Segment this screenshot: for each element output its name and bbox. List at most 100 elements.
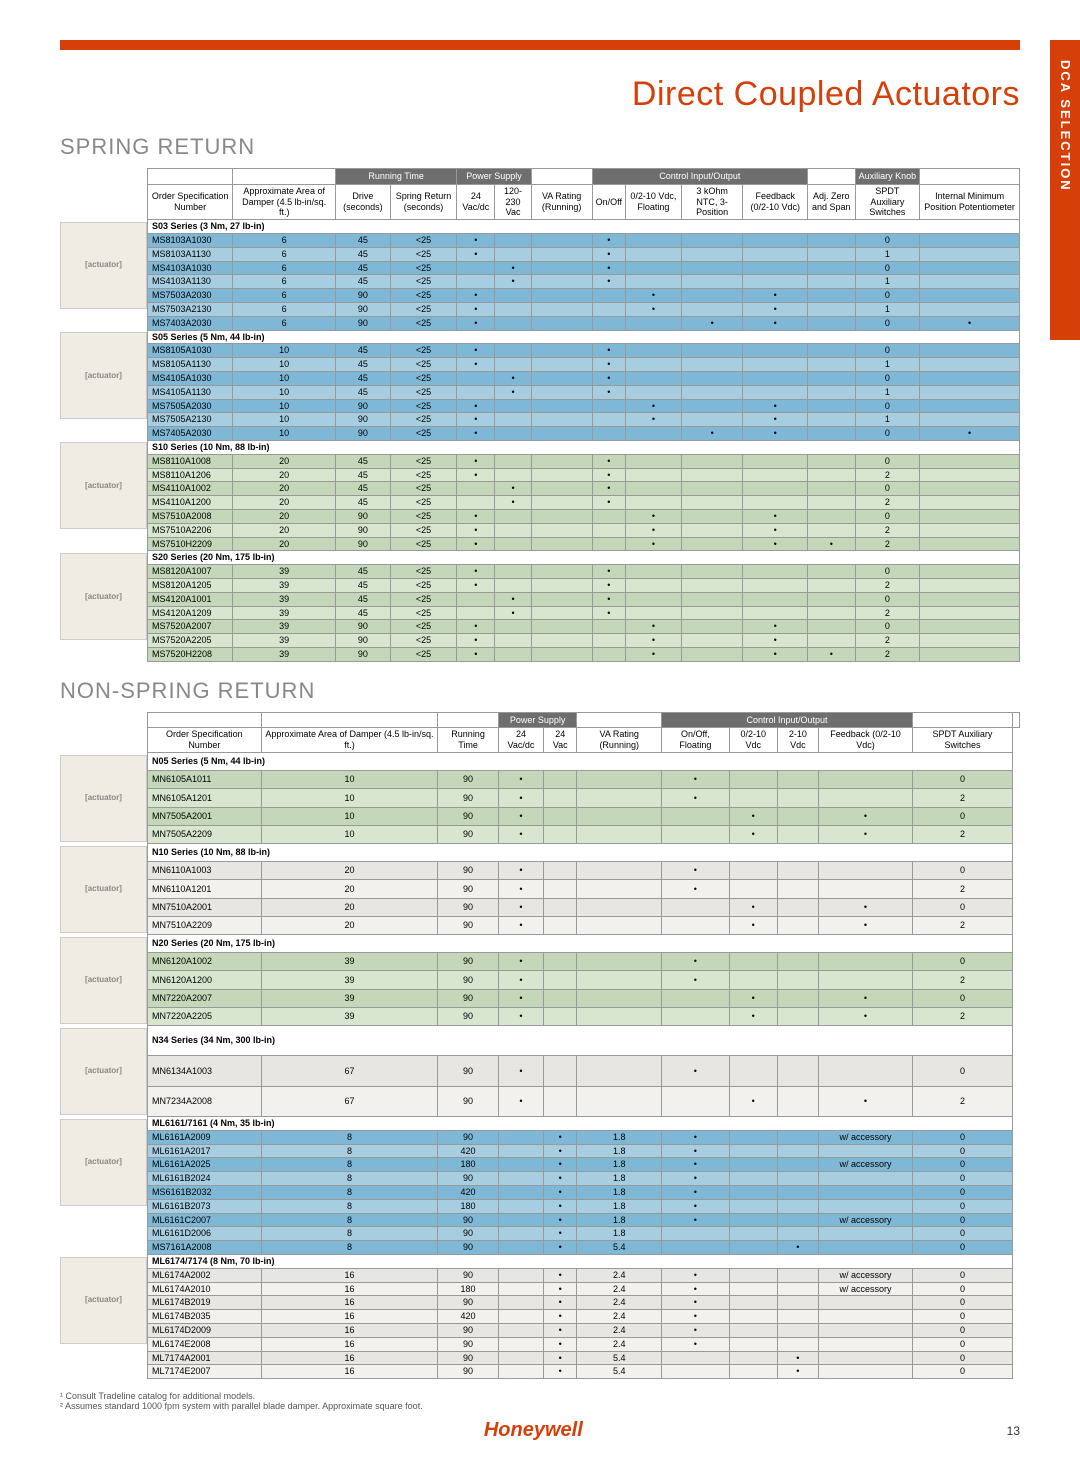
table-cell: MN6110A1003 xyxy=(148,862,262,880)
table-cell: MS4103A1030 xyxy=(148,261,233,275)
table-cell xyxy=(531,537,592,551)
table-cell xyxy=(743,233,808,247)
series-label: N05 Series (5 Nm, 44 lb-in) xyxy=(148,753,1013,771)
table-row: MS8110A12062045<25••2 xyxy=(60,468,1020,482)
table-row: ML6161D2006890•1.80 xyxy=(60,1227,1020,1241)
table-cell: 39 xyxy=(233,634,336,648)
table-cell: MN7510A2001 xyxy=(148,898,262,916)
table-cell: • xyxy=(457,647,495,661)
table-cell xyxy=(662,1086,730,1116)
table-cell xyxy=(818,1337,912,1351)
table-cell xyxy=(777,1213,818,1227)
table-cell xyxy=(531,523,592,537)
table-cell: • xyxy=(457,316,495,330)
table-cell xyxy=(808,634,856,648)
table-cell: • xyxy=(626,523,682,537)
table-cell: • xyxy=(729,989,777,1007)
table-cell: 8 xyxy=(261,1227,438,1241)
table-cell: 420 xyxy=(438,1310,499,1324)
table-row: MN6110A12012090••2 xyxy=(60,880,1020,898)
table-cell: 16 xyxy=(261,1310,438,1324)
table-cell: 90 xyxy=(336,537,391,551)
column-header: Adj. Zero and Span xyxy=(808,184,856,219)
table-cell: 0 xyxy=(913,953,1013,971)
table-cell xyxy=(457,482,495,496)
table-cell: 8 xyxy=(261,1158,438,1172)
table-cell: 39 xyxy=(261,953,438,971)
table-cell: ML6174E2008 xyxy=(148,1337,262,1351)
table-cell xyxy=(531,620,592,634)
column-header: Feedback (0/2-10 Vdc) xyxy=(743,184,808,219)
table-row: MN6105A10111090••0 xyxy=(60,771,1020,789)
table-cell xyxy=(729,1296,777,1310)
table-cell: 10 xyxy=(261,807,438,825)
table-cell: MS8103A1030 xyxy=(148,233,233,247)
column-header: On/Off xyxy=(592,184,625,219)
column-header: 120-230 Vac xyxy=(495,184,531,219)
table-cell xyxy=(743,565,808,579)
table-row: MS7520H22083990<25••••2 xyxy=(60,647,1020,661)
table-cell: • xyxy=(592,233,625,247)
table-cell: • xyxy=(729,1007,777,1025)
table-cell xyxy=(498,1172,543,1186)
table-cell: • xyxy=(808,537,856,551)
table-cell xyxy=(626,233,682,247)
table-cell: 1.8 xyxy=(577,1186,662,1200)
table-cell xyxy=(577,789,662,807)
column-group-header xyxy=(913,712,1013,728)
table-cell: 90 xyxy=(336,316,391,330)
table-cell: 1 xyxy=(855,247,920,261)
table-row: ML6161B2024890•1.8•0 xyxy=(60,1172,1020,1186)
table-cell xyxy=(495,316,531,330)
table-cell xyxy=(920,509,1020,523)
table-cell: • xyxy=(544,1241,577,1255)
table-cell xyxy=(457,606,495,620)
table-cell: 6 xyxy=(233,302,336,316)
table-cell: • xyxy=(457,634,495,648)
table-cell: 0 xyxy=(855,592,920,606)
table-cell: • xyxy=(457,620,495,634)
table-cell: • xyxy=(818,898,912,916)
table-cell xyxy=(531,509,592,523)
column-header: Running Time xyxy=(438,728,499,753)
table-cell: 45 xyxy=(336,385,391,399)
table-cell: 16 xyxy=(261,1282,438,1296)
table-cell xyxy=(777,1158,818,1172)
table-cell xyxy=(681,509,743,523)
table-cell: <25 xyxy=(390,509,457,523)
table-cell: • xyxy=(662,953,730,971)
table-cell xyxy=(681,468,743,482)
table-cell xyxy=(920,454,1020,468)
table-cell xyxy=(743,261,808,275)
table-cell xyxy=(531,261,592,275)
table-cell: ML6161D2006 xyxy=(148,1227,262,1241)
table-cell: MS7503A2030 xyxy=(148,289,233,303)
column-header: Order Specification Number xyxy=(148,728,262,753)
table-cell xyxy=(818,771,912,789)
table-row: MN7220A20073990•••0 xyxy=(60,989,1020,1007)
table-cell: MN7220A2007 xyxy=(148,989,262,1007)
table-cell: MS7161A2008 xyxy=(148,1241,262,1255)
table-cell: 5.4 xyxy=(577,1241,662,1255)
table-row: MS7510A22062090<25•••2 xyxy=(60,523,1020,537)
table-cell xyxy=(920,275,1020,289)
table-cell xyxy=(777,1186,818,1200)
table-cell: 0 xyxy=(913,1130,1013,1144)
table-cell: 10 xyxy=(233,399,336,413)
product-image: [actuator] xyxy=(60,846,147,933)
table-cell: 2 xyxy=(855,578,920,592)
table-cell xyxy=(577,971,662,989)
table-cell: 180 xyxy=(438,1158,499,1172)
table-cell: 0 xyxy=(855,454,920,468)
table-cell xyxy=(920,385,1020,399)
table-cell: • xyxy=(743,634,808,648)
table-cell xyxy=(662,916,730,934)
column-group-header: Control Input/Output xyxy=(592,169,807,185)
table-cell xyxy=(626,275,682,289)
table-row: MS7520A20073990<25•••0 xyxy=(60,620,1020,634)
table-cell: • xyxy=(498,989,543,1007)
table-cell xyxy=(920,496,1020,510)
table-cell: ML6174A2010 xyxy=(148,1282,262,1296)
table-cell: 8 xyxy=(261,1130,438,1144)
table-cell xyxy=(920,371,1020,385)
